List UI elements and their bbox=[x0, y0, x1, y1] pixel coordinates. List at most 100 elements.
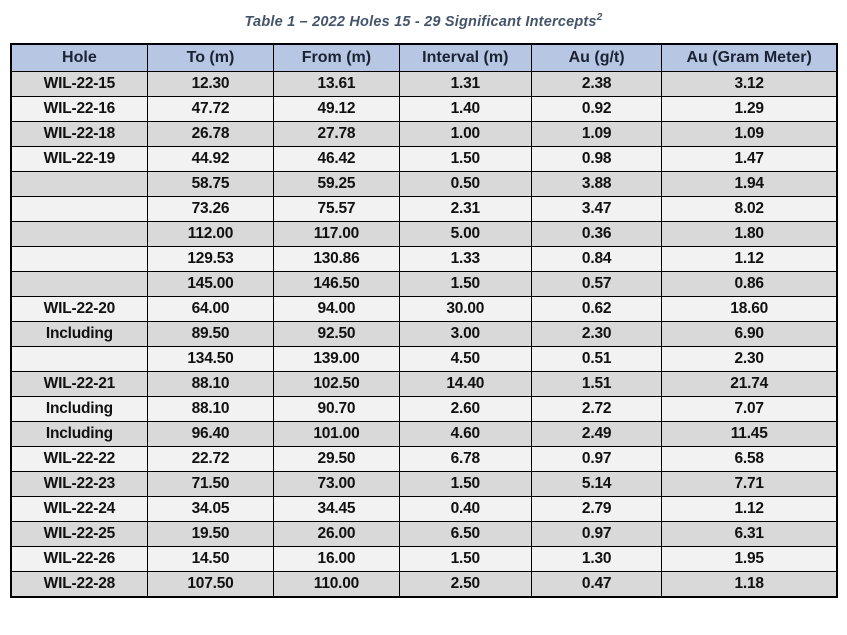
cell-hole bbox=[10, 221, 148, 248]
cell-from: 16.00 bbox=[273, 546, 400, 573]
cell-to: 73.26 bbox=[146, 196, 275, 223]
cell-au-gpt: 2.30 bbox=[530, 321, 663, 348]
table-row: WIL-22-20 64.00 94.00 30.00 0.62 18.60 bbox=[10, 296, 838, 323]
table-row: WIL-22-28 107.50 110.00 2.50 0.47 1.18 bbox=[10, 571, 838, 598]
table-row: WIL-22-23 71.50 73.00 1.50 5.14 7.71 bbox=[10, 471, 838, 498]
cell-hole: Including bbox=[10, 396, 148, 423]
table-header-row: Hole To (m) From (m) Interval (m) Au (g/… bbox=[10, 43, 838, 73]
cell-hole: WIL-22-21 bbox=[10, 371, 148, 398]
table-row: WIL-22-21 88.10 102.50 14.40 1.51 21.74 bbox=[10, 371, 838, 398]
cell-hole: WIL-22-16 bbox=[10, 96, 148, 123]
cell-au-gpt: 0.84 bbox=[530, 246, 663, 273]
table-row: Including 88.10 90.70 2.60 2.72 7.07 bbox=[10, 396, 838, 423]
cell-from: 117.00 bbox=[273, 221, 400, 248]
cell-to: 58.75 bbox=[146, 171, 275, 198]
cell-au-gpt: 2.79 bbox=[530, 496, 663, 523]
column-header-from: From (m) bbox=[273, 43, 400, 73]
cell-from: 49.12 bbox=[273, 96, 400, 123]
cell-au-gpt: 3.47 bbox=[530, 196, 663, 223]
cell-interval: 1.50 bbox=[398, 271, 532, 298]
cell-interval: 3.00 bbox=[398, 321, 532, 348]
cell-au-gpt: 2.38 bbox=[530, 71, 663, 98]
cell-au-gram-meter: 1.95 bbox=[661, 546, 838, 573]
cell-hole: WIL-22-18 bbox=[10, 121, 148, 148]
cell-interval: 4.50 bbox=[398, 346, 532, 373]
cell-au-gram-meter: 1.94 bbox=[661, 171, 838, 198]
cell-from: 102.50 bbox=[273, 371, 400, 398]
cell-au-gpt: 0.36 bbox=[530, 221, 663, 248]
cell-to: 12.30 bbox=[146, 71, 275, 98]
cell-interval: 1.31 bbox=[398, 71, 532, 98]
cell-hole bbox=[10, 246, 148, 273]
significant-intercepts-table: Hole To (m) From (m) Interval (m) Au (g/… bbox=[10, 42, 838, 598]
table-row: WIL-22-15 12.30 13.61 1.31 2.38 3.12 bbox=[10, 71, 838, 98]
cell-to: 96.40 bbox=[146, 421, 275, 448]
cell-interval: 1.50 bbox=[398, 471, 532, 498]
cell-hole: WIL-22-20 bbox=[10, 296, 148, 323]
cell-hole: WIL-22-19 bbox=[10, 146, 148, 173]
cell-from: 75.57 bbox=[273, 196, 400, 223]
cell-au-gram-meter: 6.90 bbox=[661, 321, 838, 348]
cell-hole: WIL-22-22 bbox=[10, 446, 148, 473]
cell-from: 110.00 bbox=[273, 571, 400, 598]
cell-to: 89.50 bbox=[146, 321, 275, 348]
cell-to: 112.00 bbox=[146, 221, 275, 248]
cell-au-gram-meter: 11.45 bbox=[661, 421, 838, 448]
cell-from: 139.00 bbox=[273, 346, 400, 373]
cell-au-gpt: 1.51 bbox=[530, 371, 663, 398]
cell-au-gram-meter: 1.29 bbox=[661, 96, 838, 123]
table-row: WIL-22-19 44.92 46.42 1.50 0.98 1.47 bbox=[10, 146, 838, 173]
cell-interval: 14.40 bbox=[398, 371, 532, 398]
cell-au-gpt: 5.14 bbox=[530, 471, 663, 498]
cell-au-gram-meter: 1.80 bbox=[661, 221, 838, 248]
cell-hole: WIL-22-28 bbox=[10, 571, 148, 598]
cell-to: 145.00 bbox=[146, 271, 275, 298]
column-header-interval: Interval (m) bbox=[398, 43, 532, 73]
cell-hole: WIL-22-24 bbox=[10, 496, 148, 523]
cell-to: 47.72 bbox=[146, 96, 275, 123]
cell-au-gpt: 1.30 bbox=[530, 546, 663, 573]
cell-interval: 4.60 bbox=[398, 421, 532, 448]
table-row: WIL-22-22 22.72 29.50 6.78 0.97 6.58 bbox=[10, 446, 838, 473]
table-row: 129.53 130.86 1.33 0.84 1.12 bbox=[10, 246, 838, 273]
table-row: 58.75 59.25 0.50 3.88 1.94 bbox=[10, 171, 838, 198]
cell-interval: 1.00 bbox=[398, 121, 532, 148]
cell-to: 26.78 bbox=[146, 121, 275, 148]
cell-to: 22.72 bbox=[146, 446, 275, 473]
cell-hole: WIL-22-26 bbox=[10, 546, 148, 573]
cell-au-gpt: 0.97 bbox=[530, 446, 663, 473]
cell-interval: 1.50 bbox=[398, 146, 532, 173]
cell-au-gram-meter: 6.58 bbox=[661, 446, 838, 473]
cell-au-gram-meter: 1.18 bbox=[661, 571, 838, 598]
cell-interval: 0.50 bbox=[398, 171, 532, 198]
cell-au-gpt: 0.92 bbox=[530, 96, 663, 123]
cell-to: 34.05 bbox=[146, 496, 275, 523]
table-row: WIL-22-25 19.50 26.00 6.50 0.97 6.31 bbox=[10, 521, 838, 548]
cell-hole bbox=[10, 346, 148, 373]
cell-to: 88.10 bbox=[146, 371, 275, 398]
cell-au-gpt: 0.97 bbox=[530, 521, 663, 548]
cell-to: 129.53 bbox=[146, 246, 275, 273]
cell-from: 90.70 bbox=[273, 396, 400, 423]
cell-au-gram-meter: 3.12 bbox=[661, 71, 838, 98]
cell-hole: WIL-22-25 bbox=[10, 521, 148, 548]
cell-from: 94.00 bbox=[273, 296, 400, 323]
cell-interval: 2.31 bbox=[398, 196, 532, 223]
cell-interval: 1.40 bbox=[398, 96, 532, 123]
cell-hole: WIL-22-23 bbox=[10, 471, 148, 498]
cell-from: 73.00 bbox=[273, 471, 400, 498]
cell-au-gram-meter: 6.31 bbox=[661, 521, 838, 548]
cell-from: 34.45 bbox=[273, 496, 400, 523]
table-row: WIL-22-26 14.50 16.00 1.50 1.30 1.95 bbox=[10, 546, 838, 573]
cell-au-gpt: 2.72 bbox=[530, 396, 663, 423]
cell-interval: 2.50 bbox=[398, 571, 532, 598]
cell-au-gpt: 0.98 bbox=[530, 146, 663, 173]
table-row: 134.50 139.00 4.50 0.51 2.30 bbox=[10, 346, 838, 373]
table-row: Including 89.50 92.50 3.00 2.30 6.90 bbox=[10, 321, 838, 348]
cell-interval: 6.78 bbox=[398, 446, 532, 473]
cell-from: 92.50 bbox=[273, 321, 400, 348]
cell-au-gpt: 1.09 bbox=[530, 121, 663, 148]
cell-from: 46.42 bbox=[273, 146, 400, 173]
cell-hole bbox=[10, 171, 148, 198]
cell-interval: 1.33 bbox=[398, 246, 532, 273]
